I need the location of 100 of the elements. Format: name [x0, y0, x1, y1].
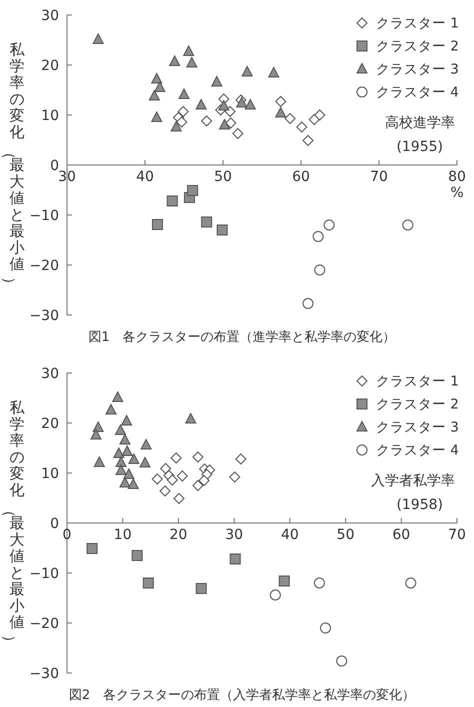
x-tick-label: 50	[214, 169, 232, 185]
point	[116, 464, 127, 475]
point	[198, 475, 210, 486]
point	[192, 452, 204, 462]
point	[112, 392, 124, 402]
point	[270, 590, 281, 600]
point	[302, 298, 314, 309]
y-tick-label: 0	[50, 158, 59, 174]
point	[196, 583, 207, 594]
legend-label: クラスター 4	[376, 442, 459, 459]
point	[140, 457, 150, 468]
point	[178, 88, 190, 99]
point	[92, 422, 104, 432]
x-tick-label: 70	[370, 169, 388, 185]
point	[230, 554, 241, 564]
text: 図1 各クラスターの布置（進学率と私学率の変化）	[88, 329, 396, 345]
x-tick-label: 60	[392, 527, 410, 543]
point	[128, 478, 139, 489]
y-tick-label: −10	[29, 208, 59, 224]
point	[132, 550, 143, 561]
y-tick-label: −10	[29, 566, 59, 582]
point	[314, 110, 326, 120]
point	[211, 76, 222, 86]
point	[106, 404, 117, 414]
x-tick-label: 80	[448, 169, 466, 185]
y-tick-label: 10	[41, 108, 59, 124]
point	[176, 470, 188, 482]
x-tick-label: 40	[136, 169, 154, 185]
point	[170, 452, 182, 464]
point	[268, 67, 280, 78]
text: 私学率の変化（最大値と最小値）	[0, 398, 24, 650]
point	[402, 220, 414, 230]
text: 図2 各クラスターの布置（入学者私学率と私学率の変化）	[68, 687, 416, 703]
point	[152, 219, 163, 230]
y-tick-label: 0	[50, 516, 59, 532]
point	[405, 578, 416, 588]
legend-label: クラスター 1	[376, 374, 459, 390]
point	[196, 99, 207, 110]
point	[140, 439, 152, 450]
text: 私学率の変化（最大値と最小値）	[0, 40, 24, 292]
point	[314, 264, 326, 276]
annotation: %	[450, 185, 464, 201]
legend-label: クラスター 2	[376, 38, 459, 55]
point	[278, 576, 290, 586]
point	[275, 107, 286, 118]
legend-label: クラスター 4	[376, 84, 459, 101]
point	[186, 57, 198, 68]
y-tick-label: −30	[29, 308, 59, 324]
point	[284, 113, 296, 124]
point	[312, 231, 324, 242]
point	[324, 220, 335, 230]
point	[170, 121, 182, 132]
point	[302, 135, 314, 146]
legend-label: クラスター 1	[376, 16, 459, 32]
point	[119, 477, 130, 488]
x-tick-label: 20	[170, 527, 188, 543]
x-tick-label: 10	[114, 527, 132, 543]
y-tick-label: −30	[29, 666, 59, 682]
point	[166, 196, 178, 206]
point	[113, 448, 124, 458]
point	[142, 578, 154, 588]
point	[121, 415, 132, 426]
point	[148, 90, 160, 100]
x-tick-label: 30	[225, 527, 244, 543]
point	[123, 468, 134, 479]
x-axis-title: 高校進学率 (1955)	[385, 115, 455, 155]
point	[183, 46, 194, 56]
point	[114, 424, 126, 435]
point	[119, 434, 130, 444]
point	[151, 73, 162, 84]
point	[232, 128, 244, 139]
point	[296, 122, 308, 132]
point	[86, 543, 98, 554]
legend-label: クラスター 3	[376, 62, 459, 78]
point	[218, 100, 230, 110]
point	[169, 56, 180, 66]
point	[242, 66, 253, 76]
point	[178, 106, 189, 117]
legend-label: クラスター 3	[376, 420, 459, 436]
point	[187, 185, 198, 196]
point	[173, 493, 184, 504]
point	[176, 116, 188, 128]
x-axis-title: 入学者私学率 (1958)	[371, 473, 455, 513]
y-tick-label: 10	[41, 466, 59, 482]
x-tick-label: 40	[280, 527, 299, 543]
legend-label: クラスター 2	[376, 396, 459, 413]
point	[152, 474, 163, 484]
point	[192, 480, 204, 491]
point	[229, 472, 240, 482]
point	[90, 429, 102, 440]
point	[154, 82, 166, 92]
point	[244, 99, 256, 110]
y-tick-label: 30	[41, 8, 59, 24]
x-tick-label: 70	[448, 527, 466, 543]
point	[122, 446, 133, 456]
point	[185, 413, 196, 424]
point	[235, 454, 246, 464]
point	[92, 34, 104, 44]
x-tick-label: 50	[336, 527, 354, 543]
point	[320, 622, 332, 634]
